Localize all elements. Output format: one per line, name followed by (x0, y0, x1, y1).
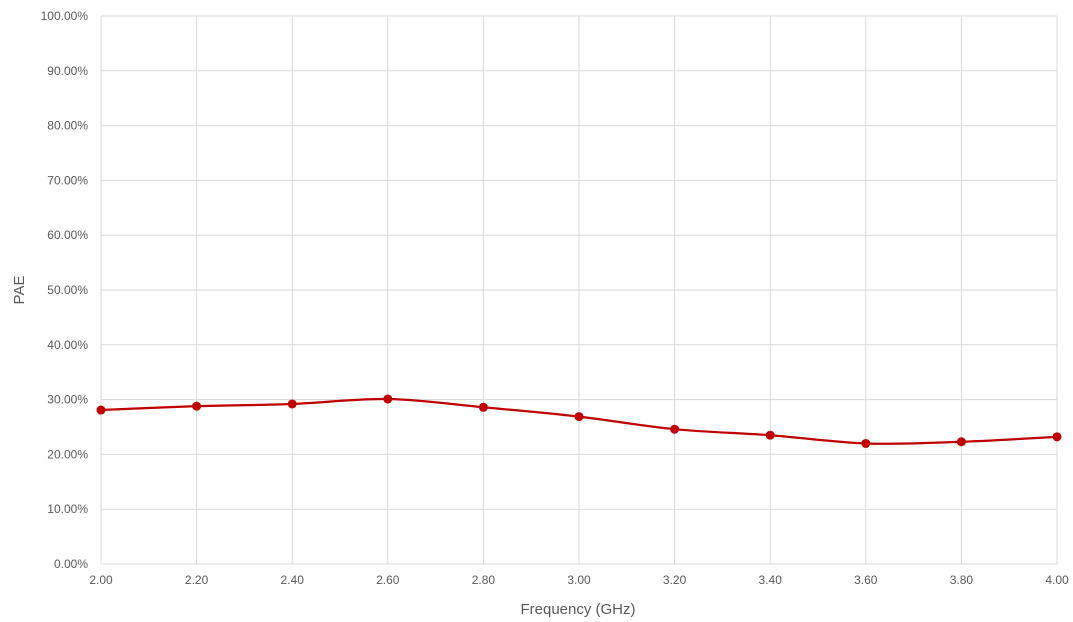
data-point (1052, 432, 1062, 442)
data-point (192, 401, 202, 411)
data-point (956, 437, 966, 447)
data-point (383, 394, 393, 404)
y-tick-label: 10.00% (47, 502, 88, 516)
y-tick-label: 50.00% (47, 283, 88, 297)
grid (100, 15, 1058, 565)
y-tick-label: 80.00% (47, 119, 88, 133)
y-tick-label: 30.00% (47, 393, 88, 407)
y-tick-label: 60.00% (47, 228, 88, 242)
data-point (861, 438, 871, 448)
y-tick-label: 70.00% (47, 173, 88, 187)
x-tick-label: 2.60 (376, 573, 400, 587)
x-tick-label: 3.80 (950, 573, 974, 587)
y-tick-label: 20.00% (47, 447, 88, 461)
y-tick-label: 40.00% (47, 338, 88, 352)
y-tick-label: 90.00% (47, 64, 88, 78)
x-tick-label: 3.40 (759, 573, 783, 587)
data-point (670, 424, 680, 434)
x-tick-label: 3.00 (567, 573, 591, 587)
x-tick-label: 2.40 (281, 573, 305, 587)
series-group (96, 394, 1062, 448)
y-axis-ticks: 0.00% 10.00% 20.00% 30.00% 40.00% 50.00% 60.00… (41, 9, 89, 571)
data-point (765, 430, 775, 440)
y-tick-label: 100.00% (41, 9, 89, 23)
x-tick-label: 2.00 (89, 573, 113, 587)
x-tick-label: 2.80 (472, 573, 496, 587)
y-tick-label: 0.00% (54, 557, 88, 571)
x-tick-label: 2.20 (185, 573, 209, 587)
x-axis-ticks: 2.00 2.20 2.40 2.60 2.80 3.00 3.20 3.40 3.60 3.80… (89, 573, 1069, 587)
x-tick-label: 3.20 (663, 573, 687, 587)
x-tick-label: 3.60 (854, 573, 878, 587)
data-point (574, 412, 584, 422)
x-axis-title: Frequency (GHz) (520, 601, 635, 618)
y-axis-title: PAE (11, 276, 28, 305)
data-point (96, 405, 106, 415)
data-point (287, 399, 297, 409)
x-tick-label: 4.00 (1045, 573, 1069, 587)
data-point (478, 402, 488, 412)
